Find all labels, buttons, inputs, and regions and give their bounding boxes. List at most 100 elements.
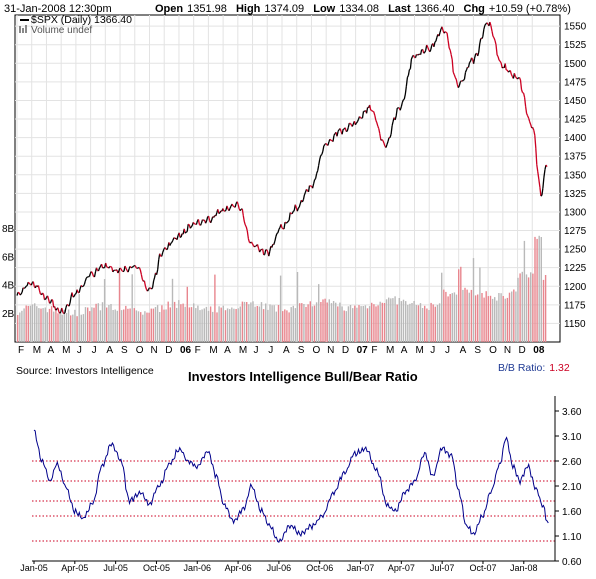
volume-bar	[498, 293, 499, 342]
price-segment	[449, 48, 450, 50]
volume-bar	[91, 307, 92, 342]
price-panel: 1150117512001225125012751300132513501375…	[2, 14, 587, 356]
ratio-x-tick-label: Jan-07	[347, 563, 375, 573]
month-tick-label: M	[62, 345, 70, 356]
volume-bar	[492, 299, 493, 342]
volume-bar	[53, 312, 54, 342]
ratio-line	[34, 430, 548, 542]
volume-bar	[369, 306, 370, 342]
month-tick-label: J	[77, 345, 82, 356]
price-segment	[255, 246, 256, 247]
volume-bar	[312, 306, 313, 342]
ratio-x-tick-label: Jan-06	[183, 563, 211, 573]
volume-bar	[127, 309, 128, 342]
volume-bar	[62, 315, 63, 342]
price-segment	[523, 93, 524, 94]
volume-bar	[456, 295, 457, 342]
volume-bar	[534, 237, 535, 342]
price-segment	[251, 242, 252, 244]
volume-bar	[386, 299, 387, 342]
volume-bar	[305, 307, 306, 342]
price-segment	[43, 293, 44, 294]
price-segment	[230, 206, 231, 208]
volume-bar	[454, 292, 455, 342]
price-segment	[292, 211, 293, 213]
volume-bar	[235, 309, 236, 342]
price-tick-label: 1300	[564, 207, 587, 218]
price-segment	[130, 266, 131, 267]
volume-bar	[450, 294, 451, 342]
price-tick-label: 1400	[564, 133, 587, 144]
volume-bar	[254, 307, 255, 342]
price-segment	[360, 117, 361, 118]
price-segment	[463, 80, 464, 81]
price-segment	[455, 78, 456, 80]
volume-bar	[327, 303, 328, 343]
volume-bar	[182, 304, 183, 342]
price-tick-label: 1275	[564, 226, 587, 237]
volume-bar	[104, 279, 105, 342]
volume-bar	[81, 315, 82, 342]
volume-bar	[214, 275, 215, 342]
month-tick-label: N	[151, 345, 158, 356]
price-segment	[152, 288, 153, 290]
price-segment	[430, 50, 431, 52]
volume-bar	[433, 304, 434, 342]
volume-bar	[199, 310, 200, 342]
month-tick-label: F	[195, 345, 201, 356]
volume-bar	[479, 268, 480, 343]
month-tick-label: D	[165, 345, 172, 356]
volume-bar	[409, 304, 410, 342]
volume-bar	[125, 306, 126, 342]
price-segment	[298, 207, 299, 208]
price-segment	[424, 52, 425, 53]
volume-bar	[153, 309, 154, 342]
volume-bar	[420, 303, 421, 342]
volume-bar	[85, 307, 86, 342]
month-tick-label: J	[430, 345, 435, 356]
volume-bar	[100, 310, 101, 342]
price-segment	[334, 134, 335, 136]
volume-bar	[380, 302, 381, 342]
volume-bar	[441, 273, 442, 342]
price-segment	[493, 36, 494, 38]
price-segment	[206, 221, 207, 223]
price-tick-label: 1550	[564, 22, 587, 33]
month-tick-label: F	[18, 345, 24, 356]
volume-bar	[530, 272, 531, 342]
volume-bar	[227, 308, 228, 342]
volume-bar	[195, 308, 196, 342]
price-segment	[330, 139, 331, 140]
volume-bar	[168, 302, 169, 342]
volume-bar	[136, 310, 137, 342]
ratio-tick-label: 2.60	[562, 457, 582, 468]
volume-bar	[178, 300, 179, 342]
price-segment	[56, 309, 57, 310]
volume-tick-label: 4B	[2, 281, 15, 292]
price-segment	[472, 58, 473, 60]
month-tick-label: J	[268, 345, 273, 356]
volume-bar	[55, 311, 56, 342]
volume-bar	[488, 296, 489, 342]
legend-volume-label: Volume undef	[31, 25, 92, 36]
price-segment	[338, 130, 339, 132]
volume-bar	[452, 293, 453, 342]
volume-bar	[515, 292, 516, 343]
volume-bar	[161, 305, 162, 342]
price-segment	[20, 294, 21, 295]
ratio-chart-title: Investors Intelligence Bull/Bear Ratio	[188, 369, 418, 384]
volume-bar	[483, 298, 484, 342]
price-tick-label: 1225	[564, 263, 587, 274]
volume-bar	[257, 306, 258, 342]
volume-bar	[377, 305, 378, 342]
volume-bar	[76, 316, 77, 342]
volume-bar	[458, 269, 459, 342]
volume-bar	[106, 308, 107, 343]
volume-bar	[47, 312, 48, 342]
price-segment	[121, 269, 122, 271]
volume-bar	[333, 301, 334, 342]
